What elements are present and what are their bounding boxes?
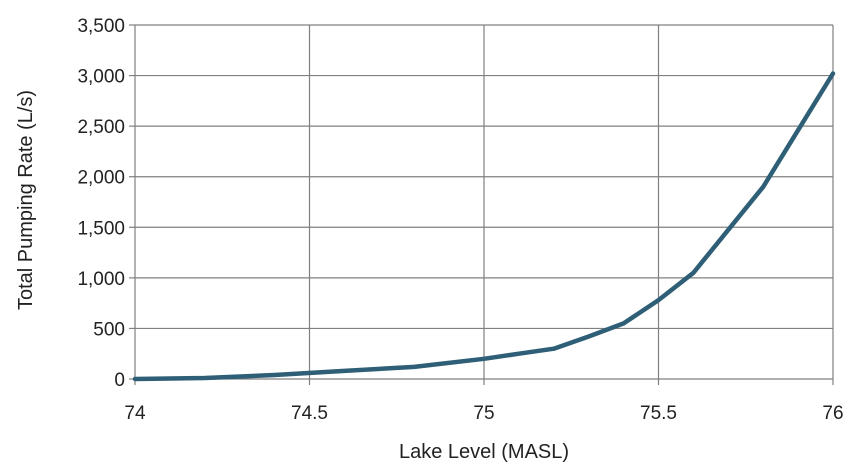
x-tick-label: 75 — [473, 403, 494, 424]
y-tick-label: 2,500 — [77, 117, 125, 138]
y-tick-label: 1,500 — [77, 218, 125, 239]
series-line — [132, 71, 836, 382]
series-layer — [132, 71, 836, 382]
x-tick-label: 76 — [822, 403, 843, 424]
y-tick-label: 3,500 — [77, 16, 125, 37]
y-tick-label: 1,000 — [77, 269, 125, 290]
y-tick-label: 2,000 — [77, 168, 125, 189]
y-axis-title: Total Pumping Rate (L/s) — [15, 90, 37, 310]
axes — [129, 24, 834, 385]
x-tick-label: 75.5 — [640, 403, 677, 424]
y-tick-label: 0 — [114, 370, 125, 391]
x-tick-labels: 74 74.5 75 75.5 76 — [124, 403, 843, 424]
grid — [135, 24, 834, 379]
x-axis-title: Lake Level (MASL) — [399, 441, 569, 463]
x-tick-label: 74.5 — [291, 403, 328, 424]
x-tick-label: 74 — [124, 403, 146, 424]
y-tick-labels: 0 500 1,000 1,500 2,000 2,500 3,000 3,500 — [77, 16, 125, 391]
y-tick-label: 3,000 — [77, 67, 125, 88]
y-tick-label: 500 — [93, 319, 125, 340]
